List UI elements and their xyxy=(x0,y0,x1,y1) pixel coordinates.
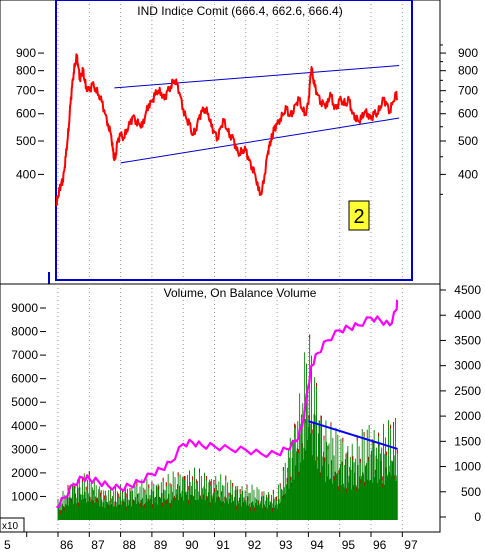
channel-line xyxy=(114,65,400,89)
y-tick-label: 500 xyxy=(16,134,36,148)
volume-bars xyxy=(57,334,398,520)
volume-title: Volume, On Balance Volume xyxy=(164,286,317,300)
y-tick-label: 700 xyxy=(16,84,36,98)
price-series xyxy=(55,53,399,206)
x-tick-label: 86 xyxy=(60,538,74,552)
price-title: IND Indice Comit (666.4, 662.6, 666.4) xyxy=(137,4,342,18)
volume-grid xyxy=(57,284,403,532)
x-tick-label: 94 xyxy=(310,538,324,552)
y-tick-label: 1000 xyxy=(11,489,38,503)
x-tick-label: 93 xyxy=(279,538,293,552)
y-tick-label: 1000 xyxy=(454,460,481,474)
y-tick-label: 800 xyxy=(16,64,36,78)
volume-right-ticks: 0 500 1000 1500 2000 2500 3000 3500 4000 4500 xyxy=(440,283,481,524)
volume-lines xyxy=(56,299,399,508)
y-tick-label: 500 xyxy=(458,134,478,148)
y-tick-label: 0 xyxy=(474,510,481,524)
x-tick-label: 89 xyxy=(154,538,168,552)
y-tick-label: 8000 xyxy=(11,325,38,339)
price-line xyxy=(55,53,399,206)
volume-left-ticks: 1000 2000 3000 4000 5000 6000 7000 8000 9000 xyxy=(11,301,46,503)
x-tick-label: 88 xyxy=(123,538,137,552)
obv-trend-line xyxy=(308,420,398,450)
x-tick-label: 96 xyxy=(373,538,387,552)
annotation-label: 2 xyxy=(353,206,364,228)
y-tick-label: 4500 xyxy=(454,283,481,297)
y-tick-label: 2000 xyxy=(11,466,38,480)
x-tick-label: 90 xyxy=(185,538,199,552)
multiplier-label: x10 xyxy=(2,521,19,532)
y-tick-label: 7000 xyxy=(11,348,38,362)
x-tick-label: 92 xyxy=(248,538,262,552)
y-tick-label: 6000 xyxy=(11,372,38,386)
y-tick-label: 900 xyxy=(16,46,36,60)
y-tick-label: 4000 xyxy=(454,308,481,322)
x-tick-label: 5 xyxy=(4,538,11,552)
price-channel-lines xyxy=(114,65,400,164)
x-tick-label: 91 xyxy=(217,538,231,552)
y-tick-label: 700 xyxy=(458,84,478,98)
y-tick-label: 1500 xyxy=(454,434,481,448)
obv-line xyxy=(56,299,399,508)
price-right-ticks: 400 500 600 700 800 900 xyxy=(440,44,478,195)
y-tick-label: 600 xyxy=(16,107,36,121)
y-tick-label: 900 xyxy=(458,46,478,60)
y-tick-label: 800 xyxy=(458,64,478,78)
y-tick-label: 3500 xyxy=(454,333,481,347)
x-tick-label: 97 xyxy=(404,538,418,552)
y-tick-label: 5000 xyxy=(11,395,38,409)
x-tick-label: 87 xyxy=(91,538,105,552)
y-tick-label: 9000 xyxy=(11,301,38,315)
price-left-ticks: 400 500 600 700 800 900 xyxy=(16,46,44,181)
price-panel-frame xyxy=(0,0,441,285)
y-tick-label: 2500 xyxy=(454,384,481,398)
y-tick-label: 2000 xyxy=(454,409,481,423)
date-range-box xyxy=(55,0,413,281)
y-tick-label: 3000 xyxy=(454,359,481,373)
y-tick-label: 4000 xyxy=(11,419,38,433)
annotation-badge xyxy=(348,200,370,231)
y-tick-label: 3000 xyxy=(11,442,38,456)
y-tick-label: 400 xyxy=(16,167,36,181)
price-grid xyxy=(57,0,403,284)
y-tick-label: 400 xyxy=(458,167,478,181)
x-tick-label: 95 xyxy=(342,538,356,552)
y-tick-label: 500 xyxy=(461,485,481,499)
channel-line xyxy=(120,117,400,164)
x-axis: 5 86 87 88 89 90 91 92 93 94 95 96 97 xyxy=(0,531,440,552)
y-tick-label: 600 xyxy=(458,107,478,121)
